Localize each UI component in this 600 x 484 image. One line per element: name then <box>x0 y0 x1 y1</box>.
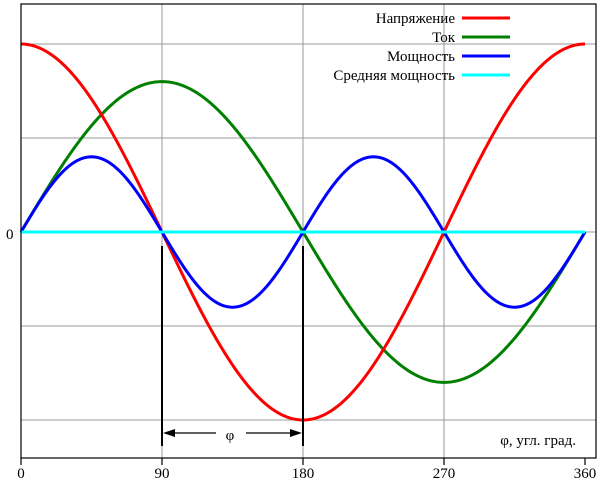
legend-label-ток: Ток <box>432 30 456 46</box>
x-tick-label-270: 270 <box>433 466 456 482</box>
phase-arrowhead-left <box>163 429 175 437</box>
x-tick-label-90: 90 <box>155 466 170 482</box>
phase-shift-label: φ <box>226 428 235 444</box>
legend-label-мощность: Мощность <box>387 49 455 65</box>
x-axis-label: φ, угл. град. <box>500 433 576 449</box>
y-tick-label-0: 0 <box>6 227 14 243</box>
phase-markers <box>161 246 304 446</box>
phase-arrowhead-right <box>290 429 302 437</box>
legend: Напряжение Ток Мощность Средняя мощность <box>333 11 510 84</box>
x-axis-ticks: 0 90 180 270 360 <box>17 458 596 482</box>
legend-label-средняя-мощность: Средняя мощность <box>333 68 455 84</box>
x-tick-label-360: 360 <box>574 466 597 482</box>
x-tick-label-0: 0 <box>17 466 25 482</box>
x-tick-label-180: 180 <box>292 466 315 482</box>
legend-label-напряжение: Напряжение <box>376 11 456 27</box>
plot-frame <box>20 3 597 459</box>
